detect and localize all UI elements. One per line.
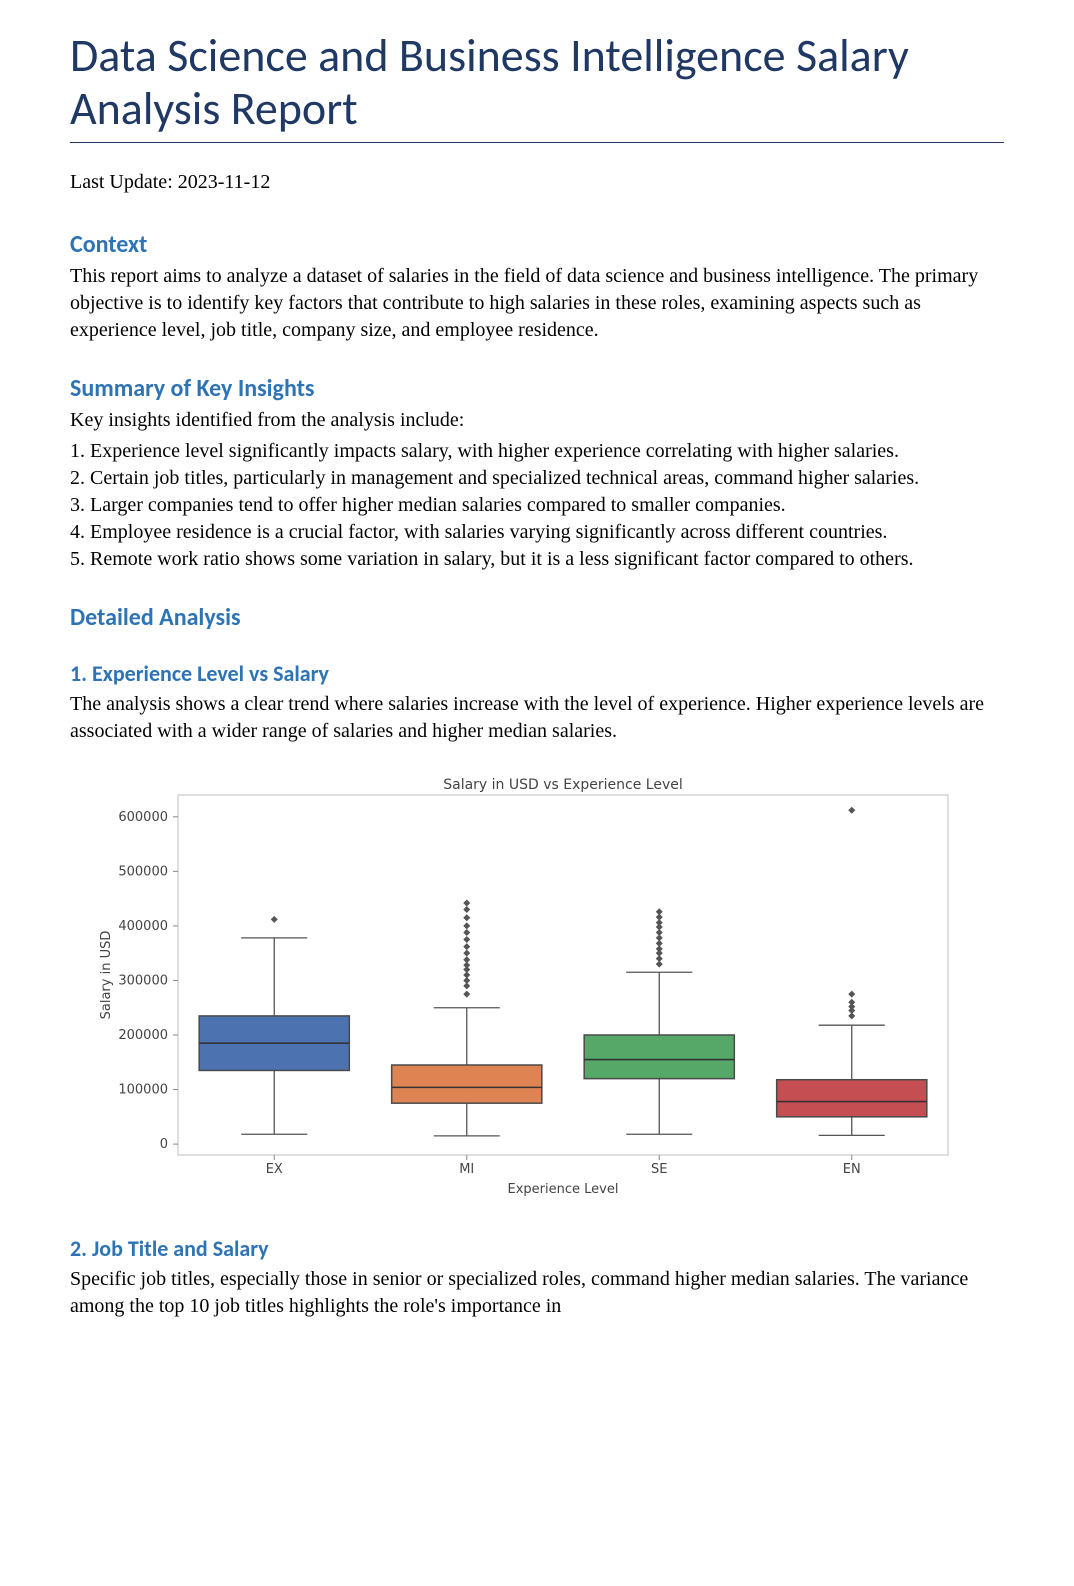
page-title: Data Science and Business Intelligence S… [70, 30, 1004, 143]
subsection-heading-1: 1. Experience Level vs Salary [70, 660, 1004, 687]
section-heading-summary: Summary of Key Insights [70, 374, 1004, 403]
insights-list: 1. Experience level significantly impact… [70, 438, 1004, 573]
svg-text:Salary in USD vs Experience Le: Salary in USD vs Experience Level [443, 777, 683, 793]
svg-text:Salary in USD: Salary in USD [99, 930, 114, 1019]
sub2-body: Specific job titles, especially those in… [70, 1266, 1004, 1320]
boxplot-chart: 0 100000 200000 300000 400000 500000 600000 EX M… [70, 777, 1004, 1207]
insight-item: 1. Experience level significantly impact… [70, 438, 1004, 465]
insight-item: 2. Certain job titles, particularly in m… [70, 465, 1004, 492]
context-body: This report aims to analyze a dataset of… [70, 263, 1004, 344]
last-update: Last Update: 2023-11-12 [70, 171, 1004, 194]
svg-text:600000: 600000 [118, 810, 168, 825]
svg-text:400000: 400000 [118, 919, 168, 934]
svg-text:EX: EX [266, 1162, 283, 1177]
svg-text:EN: EN [843, 1162, 861, 1177]
svg-text:500000: 500000 [118, 864, 168, 879]
svg-text:100000: 100000 [118, 1082, 168, 1097]
insight-item: 5. Remote work ratio shows some variatio… [70, 546, 1004, 573]
svg-text:0: 0 [160, 1137, 168, 1152]
insight-item: 4. Employee residence is a crucial facto… [70, 519, 1004, 546]
svg-text:Experience Level: Experience Level [508, 1182, 619, 1197]
svg-text:MI: MI [459, 1162, 474, 1177]
svg-text:200000: 200000 [118, 1028, 168, 1043]
summary-intro: Key insights identified from the analysi… [70, 407, 1004, 434]
svg-text:300000: 300000 [118, 973, 168, 988]
section-heading-context: Context [70, 230, 1004, 259]
subsection-heading-2: 2. Job Title and Salary [70, 1235, 1004, 1262]
svg-text:SE: SE [651, 1162, 667, 1177]
insight-item: 3. Larger companies tend to offer higher… [70, 492, 1004, 519]
sub1-body: The analysis shows a clear trend where s… [70, 691, 1004, 745]
section-heading-detailed: Detailed Analysis [70, 603, 1004, 632]
